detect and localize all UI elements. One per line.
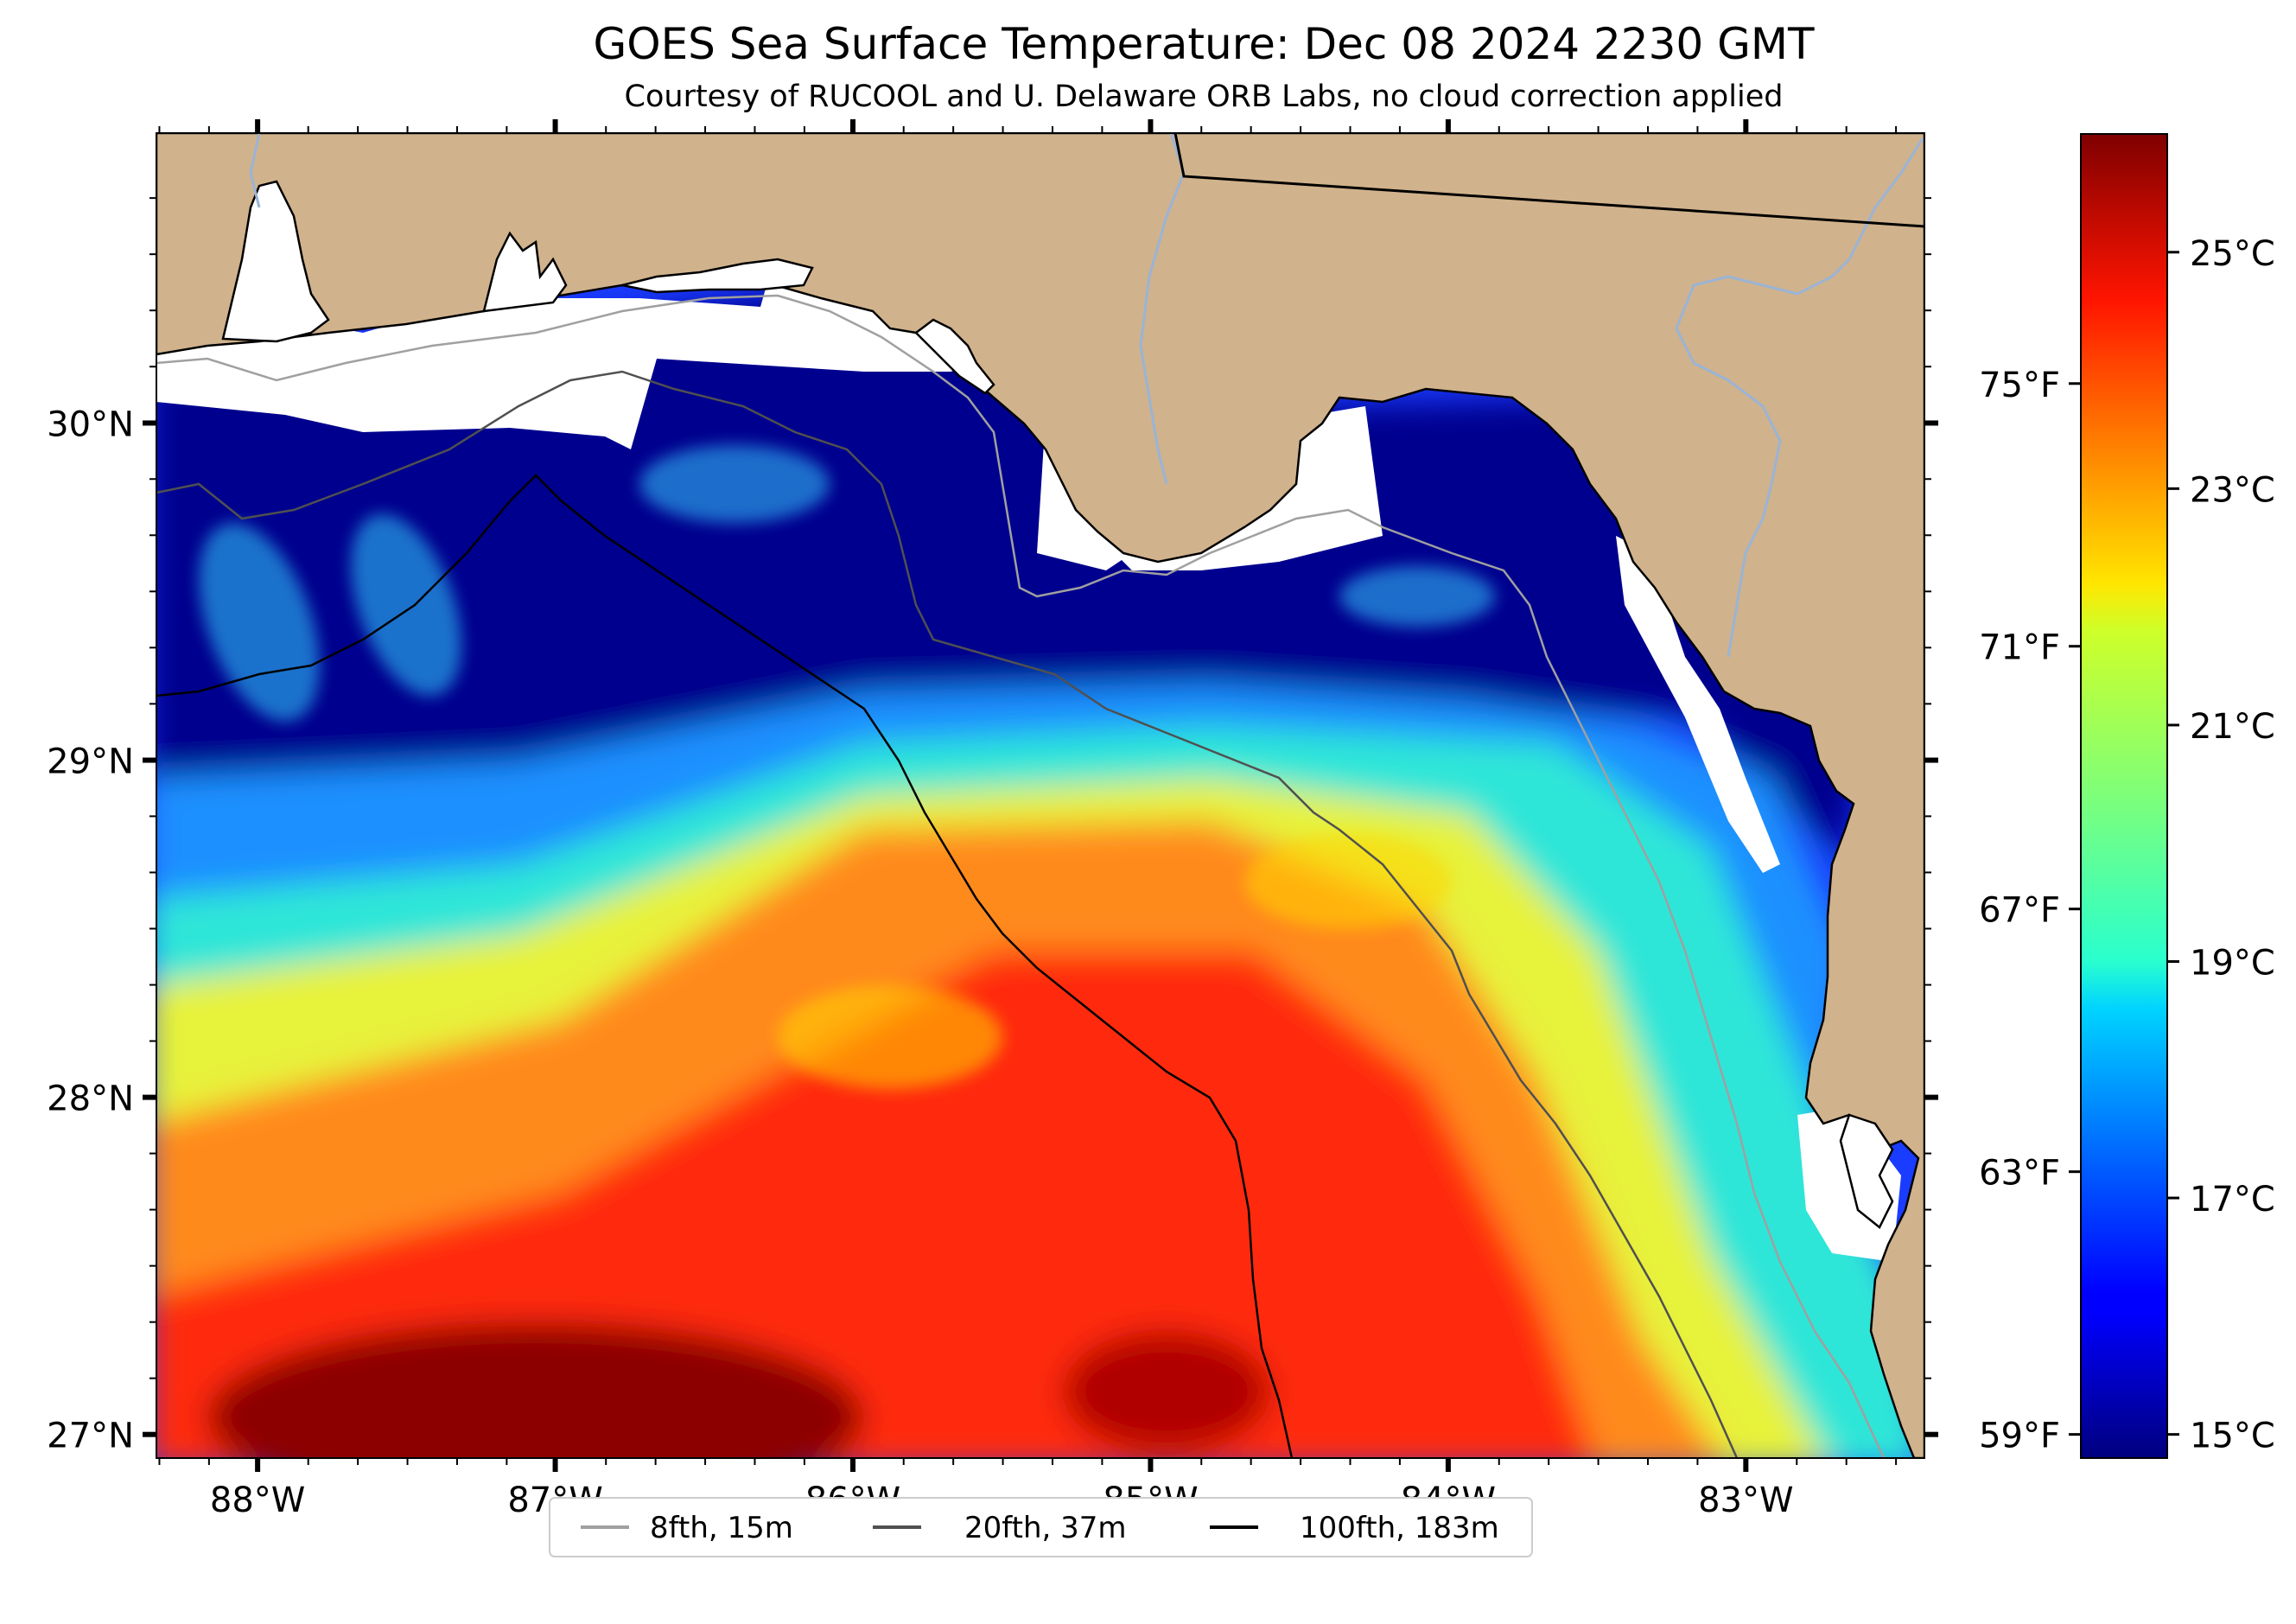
mobile-bay xyxy=(221,180,330,343)
colorbar-fahrenheit-label: 71°F xyxy=(1979,628,2060,668)
isobath-8fth xyxy=(156,294,1886,1458)
colorbar-fahrenheit-label: 59°F xyxy=(1979,1417,2060,1456)
figure-subtitle: Courtesy of RUCOOL and U. Delaware ORB L… xyxy=(625,80,1784,114)
legend-label-20fth: 20fth, 37m xyxy=(964,1511,1127,1545)
sst-streak xyxy=(778,985,1002,1089)
sst-hot-spot-south xyxy=(1063,1331,1270,1452)
isobath-20fth xyxy=(156,370,1739,1458)
figure-title: GOES Sea Surface Temperature: Dec 08 202… xyxy=(593,19,1815,69)
lat-tick-label: 30°N xyxy=(47,404,134,444)
rivers xyxy=(249,133,1924,658)
colorbar-gradient xyxy=(2080,133,2168,1459)
sst-region-cold xyxy=(156,294,1867,864)
no-data-nature-coast xyxy=(1616,536,1780,873)
river-alabama xyxy=(249,133,261,208)
no-data-panhandle xyxy=(156,264,1037,449)
colorbar-celsius-label: 19°C xyxy=(2190,944,2275,984)
river-apalachicola xyxy=(1139,133,1186,485)
map-panel xyxy=(156,133,1924,1458)
lon-tick-label: 83°W xyxy=(1698,1481,1793,1520)
sst-streak xyxy=(1244,834,1452,929)
no-data-apalachee xyxy=(1115,406,1383,570)
colorbar-celsius-label: 23°C xyxy=(2190,470,2275,510)
choctawhatchee-bay xyxy=(621,258,814,294)
lat-tick-label: 29°N xyxy=(47,742,134,782)
sst-streak xyxy=(639,445,830,523)
sst-streak xyxy=(351,513,461,697)
sst-hot-spot-southwest xyxy=(207,1322,864,1458)
legend-box xyxy=(549,1497,1533,1557)
map-frame xyxy=(156,132,1925,1459)
colorbar-celsius-label: 21°C xyxy=(2190,707,2275,747)
isobath-legend: 8fth, 15m 20fth, 37m 100fth, 183m xyxy=(549,1497,1533,1557)
pensacola-bay xyxy=(482,231,568,313)
latitude-axis: 30°N 29°N 28°N 27°N xyxy=(47,197,1938,1456)
colorbar-fahrenheit-ticks: 75°F 71°F 67°F 63°F 59°F xyxy=(1979,366,2081,1456)
colorbar: 25°C 23°C 21°C 19°C 17°C 15°C 75°F 71°F 67°F 63°… xyxy=(1979,133,2275,1459)
st-joseph-bay xyxy=(914,318,995,395)
river-suwannee xyxy=(1675,137,1924,658)
sst-streaks xyxy=(199,445,1495,1089)
lat-tick-label: 28°N xyxy=(47,1079,134,1119)
sst-streak xyxy=(199,523,320,722)
lon-tick-label: 88°W xyxy=(210,1481,305,1520)
colorbar-celsius-label: 17°C xyxy=(2190,1180,2275,1220)
sst-field xyxy=(156,294,1924,1458)
colorbar-fahrenheit-label: 67°F xyxy=(1979,891,2060,931)
tampa-bay xyxy=(1839,1113,1894,1229)
legend-label-8fth: 8fth, 15m xyxy=(650,1511,793,1545)
colorbar-celsius-label: 25°C xyxy=(2190,234,2275,274)
sst-streak xyxy=(1339,566,1495,627)
colorbar-fahrenheit-label: 63°F xyxy=(1979,1154,2060,1194)
colorbar-celsius-label: 15°C xyxy=(2190,1417,2275,1456)
state-boundary xyxy=(1173,133,1924,228)
colorbar-celsius-ticks: 25°C 23°C 21°C 19°C 17°C 15°C xyxy=(2167,234,2275,1456)
isobath-100fth xyxy=(156,474,1294,1458)
colorbar-fahrenheit-label: 75°F xyxy=(1979,366,2060,405)
lat-tick-label: 27°N xyxy=(47,1417,134,1456)
legend-label-100fth: 100fth, 183m xyxy=(1300,1511,1499,1545)
